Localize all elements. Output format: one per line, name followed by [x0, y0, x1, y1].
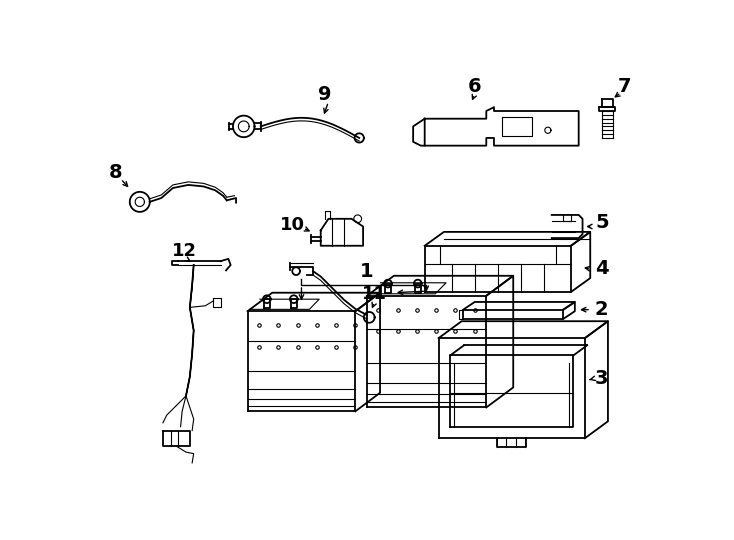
Text: 7: 7 — [618, 77, 632, 96]
Text: 12: 12 — [172, 242, 197, 260]
Text: 9: 9 — [318, 85, 331, 104]
Text: 3: 3 — [595, 369, 608, 388]
Text: 2: 2 — [595, 300, 608, 319]
Text: 6: 6 — [468, 77, 482, 96]
Text: 5: 5 — [595, 213, 608, 232]
Text: 11: 11 — [362, 285, 387, 303]
Text: 8: 8 — [109, 163, 122, 182]
Text: 10: 10 — [280, 216, 305, 234]
Text: 4: 4 — [595, 259, 608, 278]
Text: 1: 1 — [360, 262, 374, 281]
